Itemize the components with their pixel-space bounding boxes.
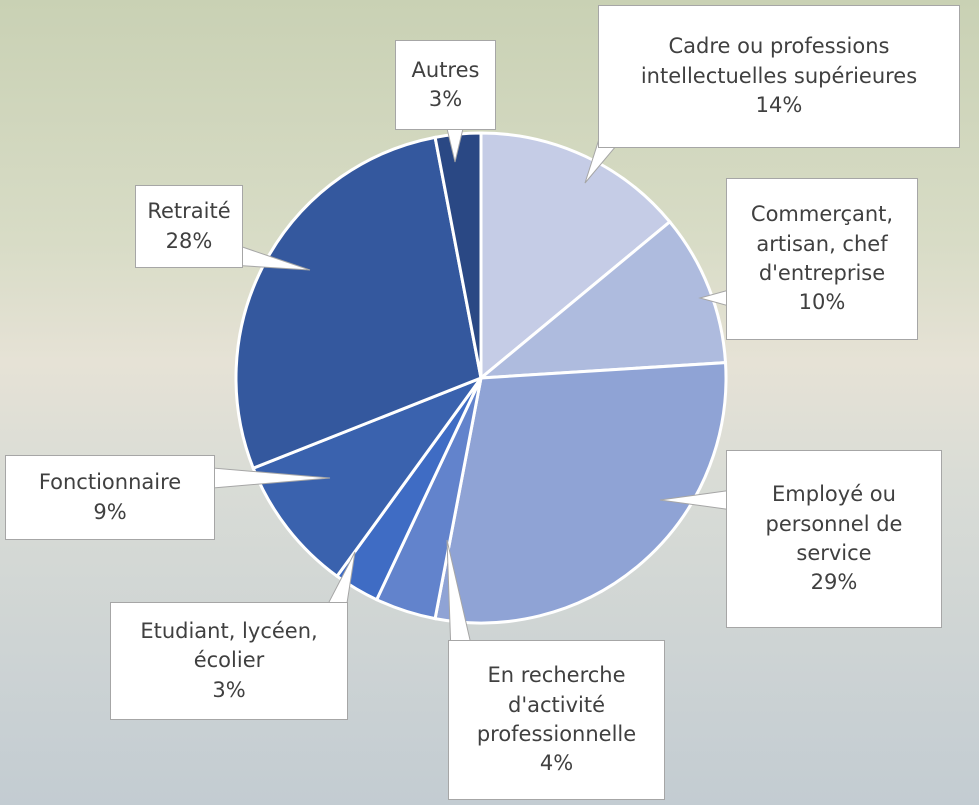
value-label: 3% bbox=[212, 676, 245, 705]
value-label: 28% bbox=[166, 227, 213, 256]
category-label: Commerçant, artisan, chef d'entreprise bbox=[733, 200, 911, 288]
category-label: Retraité bbox=[147, 197, 230, 226]
value-label: 10% bbox=[799, 288, 846, 317]
value-label: 4% bbox=[540, 749, 573, 778]
category-label: Cadre ou professions intellectuelles sup… bbox=[605, 32, 953, 91]
value-label: 9% bbox=[93, 498, 126, 527]
category-label: Etudiant, lycéen, écolier bbox=[117, 617, 341, 676]
value-label: 3% bbox=[429, 85, 462, 114]
category-label: Employé ou personnel de service bbox=[733, 480, 935, 568]
category-label: En recherche d'activité professionnelle bbox=[455, 661, 658, 749]
data-label: Cadre ou professions intellectuelles sup… bbox=[598, 5, 960, 148]
chart: Cadre ou professions intellectuelles sup… bbox=[0, 0, 979, 805]
category-label: Fonctionnaire bbox=[39, 468, 181, 497]
category-label: Autres bbox=[412, 56, 480, 85]
value-label: 29% bbox=[811, 568, 858, 597]
value-label: 14% bbox=[756, 91, 803, 120]
